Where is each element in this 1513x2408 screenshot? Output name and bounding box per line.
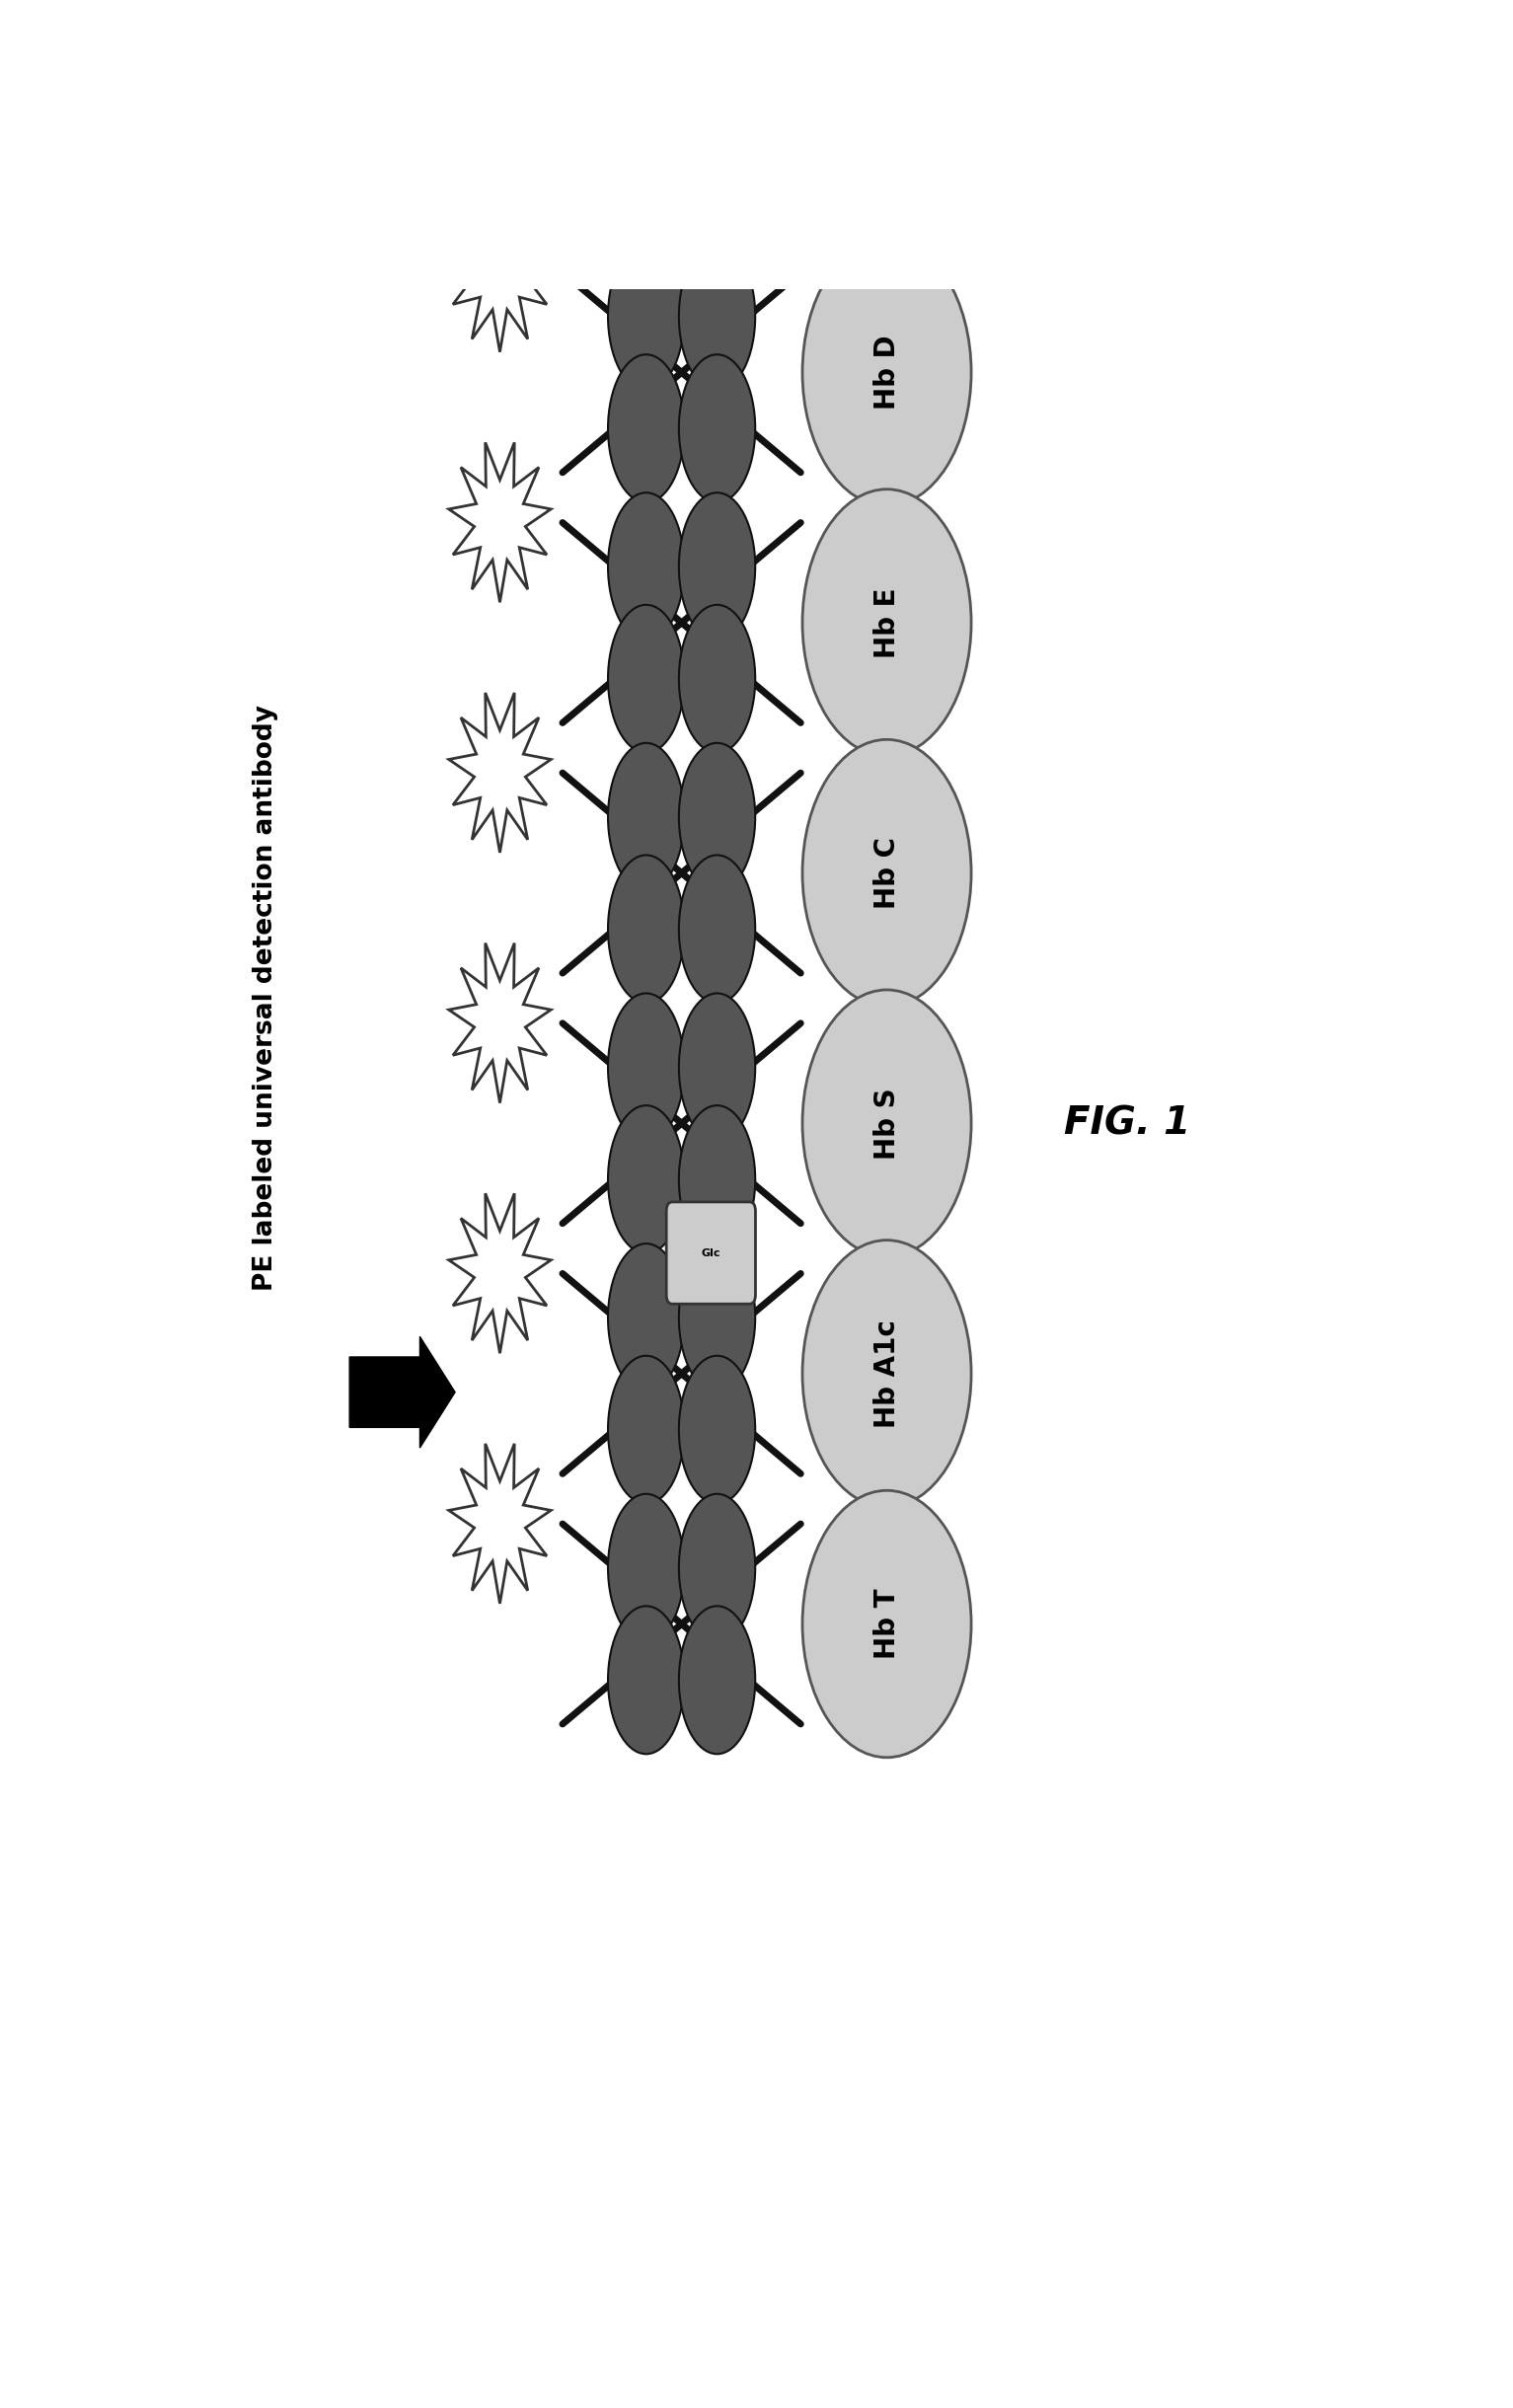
Circle shape [802,1240,971,1507]
Ellipse shape [679,604,755,754]
Text: PE labeled universal detection antibody: PE labeled universal detection antibody [253,706,278,1291]
Text: Hb C: Hb C [873,838,900,910]
Polygon shape [449,1194,551,1353]
Ellipse shape [679,992,755,1141]
Circle shape [802,489,971,756]
Ellipse shape [679,243,755,390]
Ellipse shape [608,604,684,754]
Text: Hb A1c: Hb A1c [873,1320,900,1428]
Ellipse shape [608,354,684,503]
Polygon shape [449,443,551,602]
Ellipse shape [608,494,684,641]
Text: Hb T: Hb T [873,1589,900,1659]
Circle shape [802,1491,971,1758]
Polygon shape [449,694,551,852]
Circle shape [802,739,971,1007]
Ellipse shape [608,1493,684,1642]
Text: FIG. 1: FIG. 1 [1064,1105,1191,1141]
Ellipse shape [608,1606,684,1753]
FancyArrow shape [350,1336,455,1447]
Ellipse shape [608,1105,684,1255]
Ellipse shape [608,855,684,1004]
Circle shape [802,238,971,506]
Ellipse shape [679,855,755,1004]
Ellipse shape [679,1606,755,1753]
Text: Hb E: Hb E [873,588,900,657]
Ellipse shape [679,354,755,503]
Circle shape [802,990,971,1257]
Ellipse shape [608,992,684,1141]
Text: Hb D: Hb D [873,335,900,409]
Ellipse shape [608,1356,684,1503]
Ellipse shape [679,1243,755,1392]
Polygon shape [449,193,551,352]
Ellipse shape [679,744,755,891]
Text: Glc: Glc [702,1247,720,1257]
Polygon shape [449,944,551,1103]
Ellipse shape [608,243,684,390]
Polygon shape [449,1445,551,1604]
Ellipse shape [608,744,684,891]
Ellipse shape [608,1243,684,1392]
FancyBboxPatch shape [666,1202,755,1303]
Ellipse shape [679,1356,755,1503]
Ellipse shape [679,1105,755,1255]
Text: Hb S: Hb S [873,1088,900,1158]
Ellipse shape [679,1493,755,1642]
Ellipse shape [679,494,755,641]
